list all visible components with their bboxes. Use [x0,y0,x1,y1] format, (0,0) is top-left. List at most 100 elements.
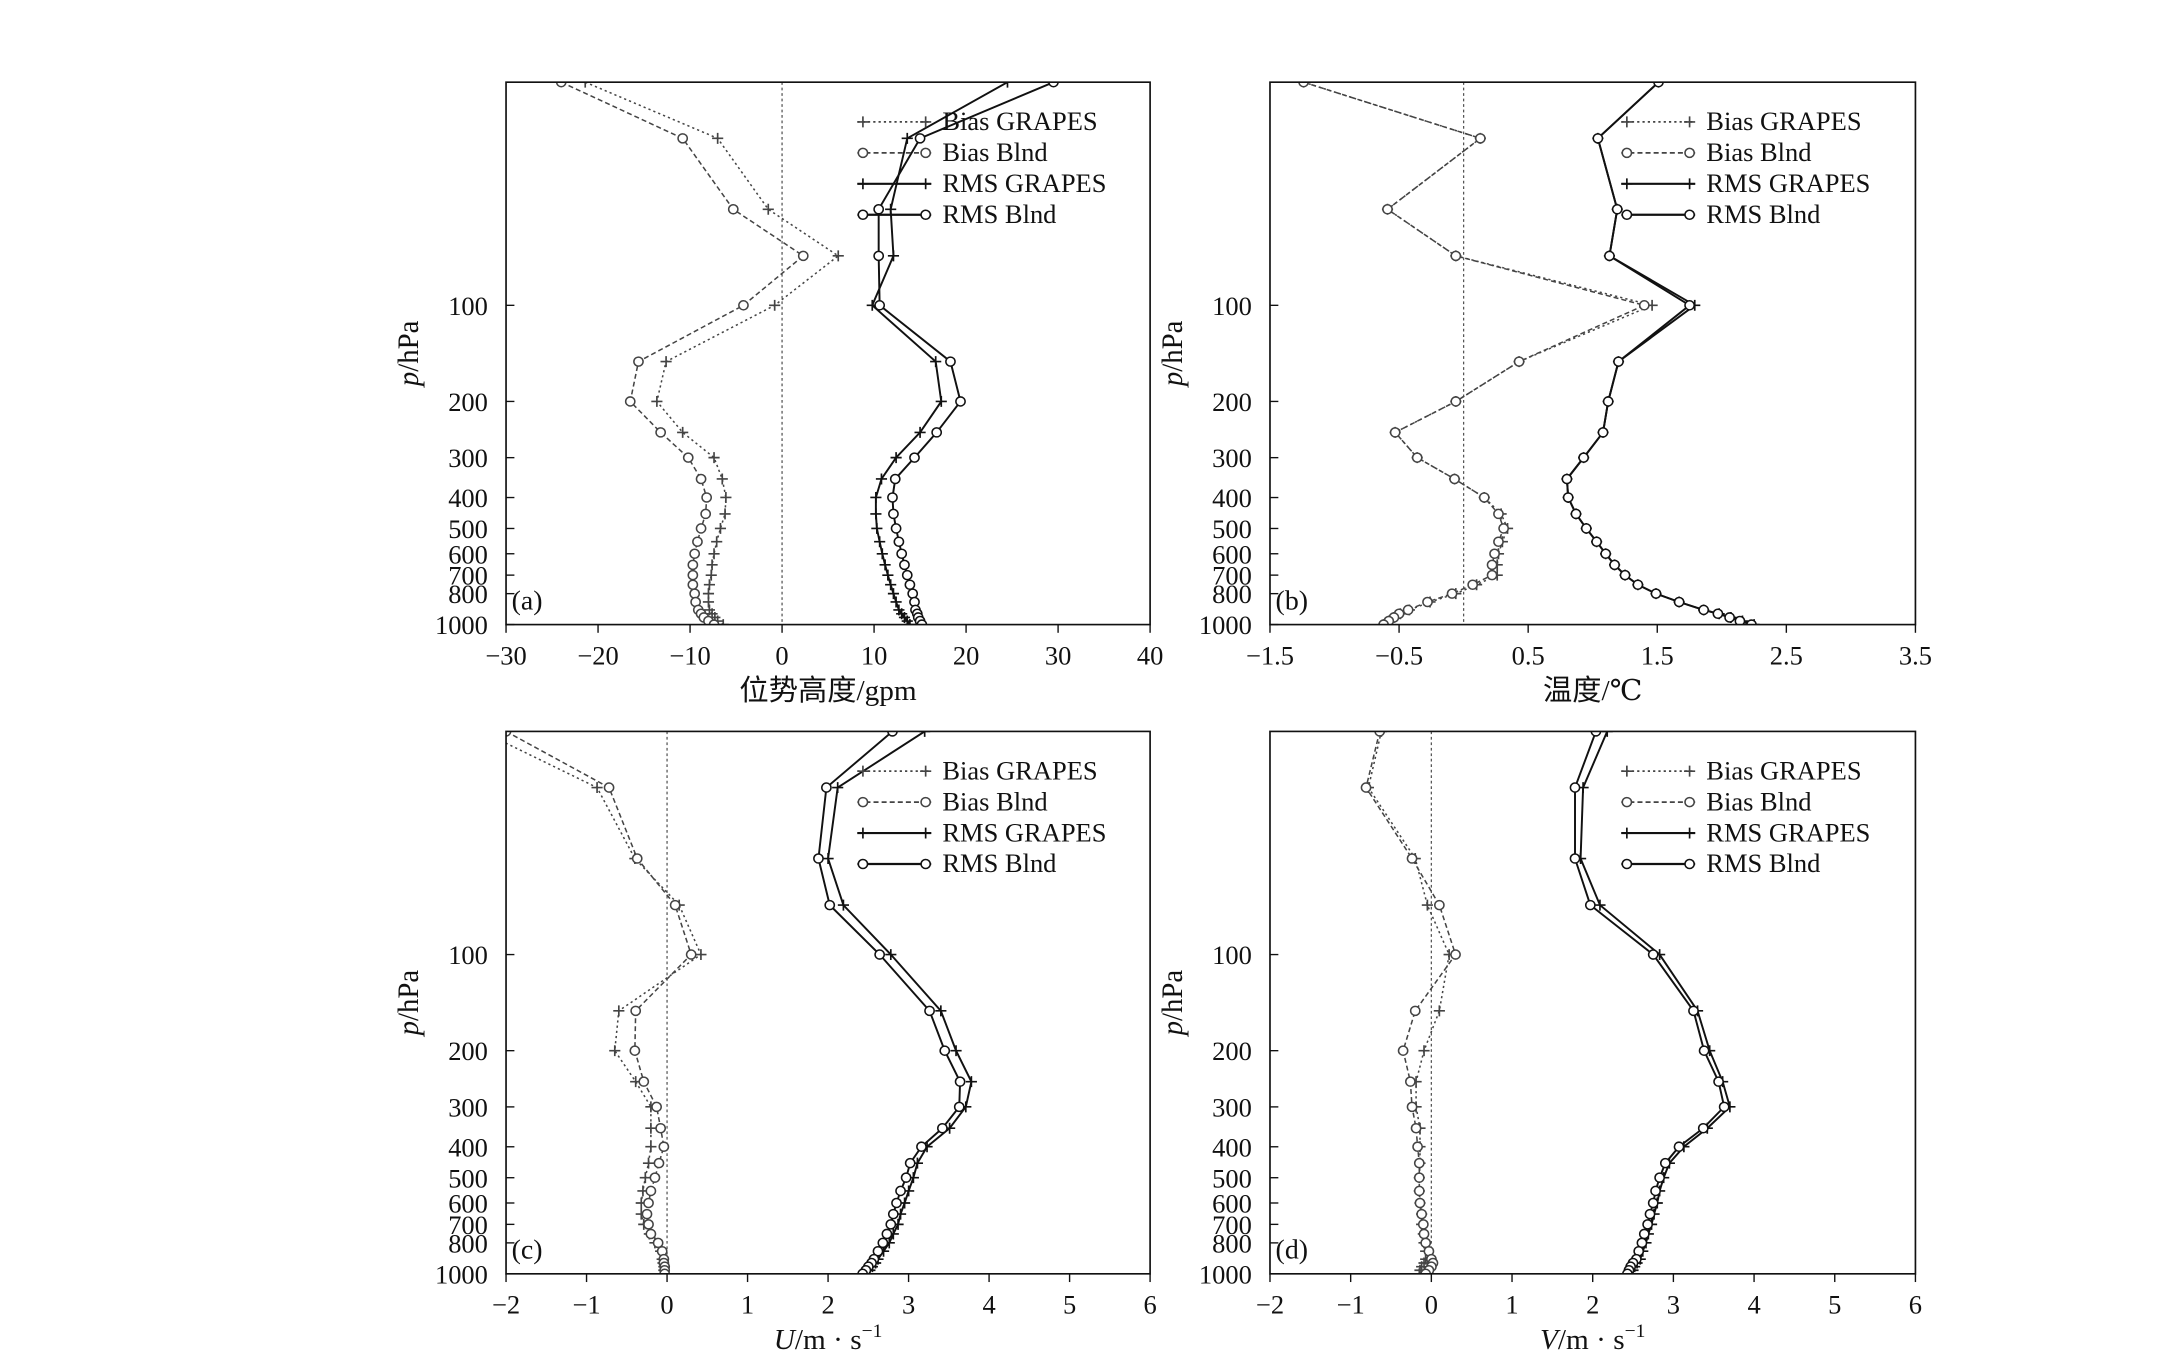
series-line-rms-blnd [1574,731,1726,1274]
legend-swatch-marker [857,796,869,808]
data-point [1584,899,1596,911]
data-point [1601,731,1613,737]
data-point [1569,853,1581,864]
data-point [890,523,902,534]
data-point [879,559,891,571]
y-axis-label-variable: p [1157,1021,1189,1037]
x-axis-label-variable: U [774,1324,797,1356]
y-axis-label: p/hPa [1157,321,1189,389]
data-point [658,1141,670,1152]
legend-swatch-marker [857,827,869,839]
legend-label: RMS GRAPES [1706,818,1870,847]
data-point [624,396,636,407]
data-point [669,899,681,911]
x-tick-label: 1 [741,1291,754,1320]
legend-swatch-marker [857,858,869,870]
x-tick-label: 1.5 [1641,642,1674,671]
legend-item: RMS GRAPES [1621,169,1870,198]
data-point [893,536,905,547]
data-point [638,1076,650,1087]
legend-label: Bias GRAPES [1706,107,1861,136]
data-point [1650,588,1662,599]
x-tick-label: 0 [775,642,788,671]
data-point [1594,899,1606,911]
data-point [677,426,689,438]
data-point [706,559,718,571]
data-point [1421,899,1433,911]
data-point [677,133,689,144]
data-point [633,356,644,367]
y-axis-label-unit: /hPa [1157,321,1189,372]
data-point [687,579,699,590]
series-bias-grapes [476,726,707,1274]
data-point [1405,1076,1416,1087]
data-point [1659,1157,1671,1169]
data-point [890,452,902,464]
data-point [1746,619,1757,625]
data-point [837,899,849,911]
legend-swatch-marker [857,147,869,159]
y-tick-label: 600 [448,541,488,570]
legend-swatch-marker [1621,178,1633,190]
y-tick-label: 600 [448,1190,488,1219]
data-point [1378,619,1389,625]
legend-swatch-marker [1684,765,1696,777]
data-point [1450,949,1461,960]
x-tick-label: 4 [982,1291,995,1320]
x-tick-label: 40 [1137,642,1163,671]
data-point [708,619,720,625]
legend-label: Bias Blnd [942,138,1047,167]
data-point [1713,1076,1724,1087]
data-point [1632,579,1644,590]
y-tick-label: 700 [448,1211,488,1240]
legend-item: RMS Blnd [1621,849,1820,878]
legend-item: Bias Blnd [857,788,1048,816]
data-point [645,1185,657,1197]
y-axis-label: p/hPa [1157,970,1189,1038]
legend-label: Bias GRAPES [942,757,1097,786]
data-point [1647,1197,1659,1209]
data-point [1673,596,1685,608]
data-point [813,853,824,864]
data-point [708,452,720,464]
data-point [1698,1045,1710,1056]
data-point [1642,1219,1654,1230]
data-point [1638,300,1650,311]
x-tick-label: 3 [1667,1291,1680,1320]
data-point [1684,300,1695,311]
series-rms-blnd [1569,731,1730,1274]
data-point [857,1268,869,1274]
data-point [873,204,885,215]
legend-label: RMS GRAPES [942,818,1106,847]
series-line-bias-grapes [506,742,702,1274]
legend-item: Bias Blnd [857,138,1048,167]
legend-swatch-marker [1684,827,1696,839]
legend-swatch-marker [1621,147,1633,159]
x-tick-label: 2.5 [1770,642,1803,671]
y-axis-label-variable: p [1157,372,1189,388]
x-tick-label: −2 [492,1291,520,1320]
data-point [1602,396,1614,407]
y-tick-label: 1000 [1199,611,1252,640]
data-point [476,726,487,737]
y-tick-label: 300 [1212,444,1252,473]
plot-frame [505,81,1151,626]
x-axis-label-unit: 位势高度/gpm [739,674,917,707]
data-point [882,569,894,581]
data-point [899,559,910,571]
data-point [631,853,643,864]
data-point [762,203,774,215]
x-axis-label-exponent: −1 [862,1321,883,1342]
x-axis-label-unit: 温度/℃ [1543,674,1642,707]
data-point [1600,548,1612,560]
y-tick-label: 300 [448,444,488,473]
y-tick-label: 800 [448,1230,488,1259]
data-point [1416,1208,1428,1220]
legend-swatch-marker [857,116,869,128]
series-line-bias-grapes [1367,731,1450,1274]
x-tick-label: 0 [660,1291,673,1320]
data-point [870,508,882,520]
data-point [876,548,888,560]
legend-swatch-marker [857,209,869,221]
